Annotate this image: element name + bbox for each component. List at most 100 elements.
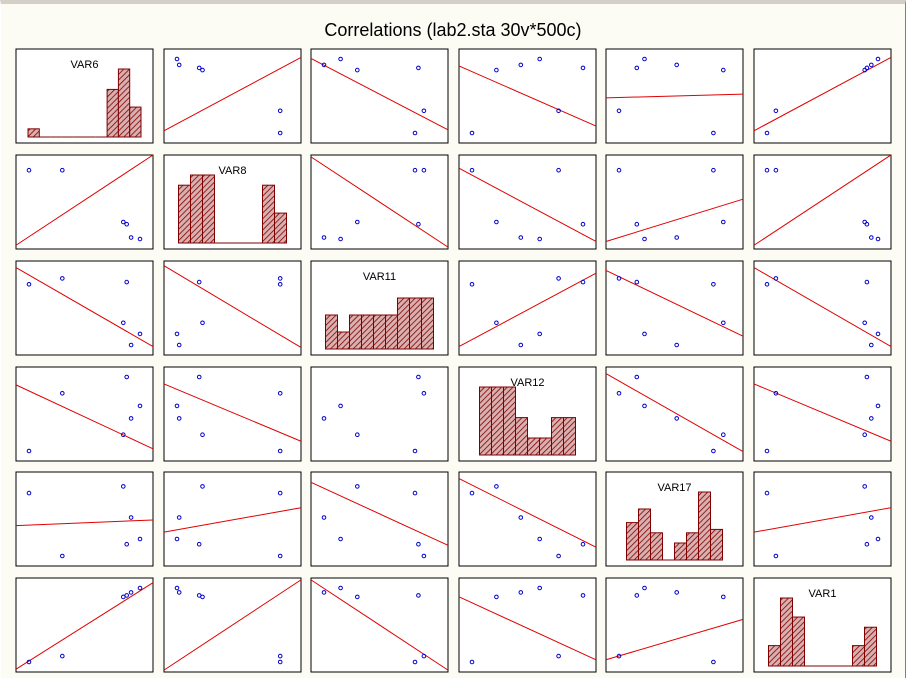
- data-point: [580, 593, 586, 598]
- data-point: [674, 590, 680, 595]
- histogram-bar: [262, 184, 275, 244]
- data-point: [421, 108, 427, 114]
- matrix-panel: VAR8: [163, 154, 302, 250]
- histogram-bar: [698, 491, 711, 561]
- matrix-panel: [163, 577, 302, 673]
- data-point: [200, 320, 205, 326]
- data-point: [338, 56, 343, 62]
- chart-title: Correlations (lab2.sta 30v*500c): [324, 20, 582, 40]
- panel-frame: [458, 577, 597, 673]
- data-point: [869, 515, 874, 520]
- regression-line: [458, 272, 597, 347]
- data-point: [721, 594, 726, 600]
- data-point: [338, 536, 343, 542]
- regression-line: [163, 579, 302, 671]
- data-point: [128, 342, 134, 348]
- histogram-bar: [479, 386, 492, 456]
- data-point: [412, 490, 418, 496]
- histogram-bar: [337, 331, 350, 350]
- data-point: [338, 403, 343, 409]
- regression-line: [605, 373, 744, 453]
- histogram-bar: [27, 128, 40, 138]
- data-point: [494, 484, 499, 489]
- data-point: [416, 221, 421, 227]
- data-point: [875, 236, 881, 242]
- data-point: [711, 659, 716, 665]
- histogram-bar: [650, 532, 663, 561]
- regression-line: [15, 384, 154, 450]
- regression-line: [310, 481, 449, 546]
- matrix-panel: [605, 154, 744, 250]
- data-point: [176, 515, 182, 520]
- panel-frame: [753, 154, 892, 250]
- data-point: [416, 593, 421, 598]
- data-point: [634, 65, 640, 71]
- data-point: [864, 374, 870, 380]
- data-point: [321, 62, 327, 68]
- histogram-bar: [385, 314, 398, 350]
- data-point: [580, 221, 586, 227]
- data-point: [875, 331, 881, 337]
- data-point: [412, 130, 418, 136]
- data-point: [721, 432, 726, 438]
- data-point: [321, 235, 327, 240]
- regression-line: [753, 267, 892, 347]
- data-point: [60, 391, 65, 396]
- variable-label: VAR6: [71, 59, 99, 71]
- regression-line: [163, 57, 302, 132]
- data-point: [616, 653, 622, 659]
- histogram-bar: [539, 437, 552, 456]
- data-point: [128, 515, 134, 520]
- data-point: [196, 65, 202, 71]
- regression-line: [605, 198, 744, 242]
- data-point: [711, 448, 716, 454]
- data-point: [60, 276, 65, 281]
- data-point: [518, 342, 524, 348]
- data-point: [721, 219, 726, 225]
- data-point: [174, 585, 180, 591]
- data-point: [412, 659, 418, 665]
- panel-frame: [15, 260, 154, 356]
- panel-frame: [753, 260, 892, 356]
- data-point: [338, 585, 343, 591]
- data-point: [128, 590, 134, 595]
- panel-frame: [458, 260, 597, 356]
- data-point: [176, 590, 182, 595]
- regression-line: [15, 267, 154, 347]
- matrix-panel: [15, 577, 154, 673]
- data-point: [137, 536, 143, 542]
- panel-frame: [15, 366, 154, 462]
- regression-line: [458, 65, 597, 127]
- data-point: [869, 235, 874, 240]
- panel-frame: [753, 366, 892, 462]
- data-point: [124, 279, 129, 285]
- panel-frame: [15, 154, 154, 250]
- data-point: [494, 594, 499, 600]
- data-point: [537, 536, 543, 542]
- data-point: [338, 236, 343, 242]
- data-point: [634, 593, 640, 598]
- regression-line: [15, 154, 154, 246]
- histogram-bar: [674, 542, 687, 561]
- panel-frame: [163, 260, 302, 356]
- data-point: [469, 490, 475, 496]
- data-point: [277, 282, 283, 287]
- data-point: [176, 342, 182, 348]
- data-point: [875, 403, 881, 409]
- histogram-bar: [563, 417, 576, 456]
- data-point: [616, 108, 622, 114]
- histogram-bar: [373, 314, 386, 350]
- matrix-panel: [310, 48, 449, 144]
- data-point: [875, 536, 881, 542]
- regression-line: [15, 519, 154, 527]
- matrix-panel: VAR6: [15, 48, 154, 144]
- data-point: [412, 167, 418, 173]
- histogram-bar: [686, 532, 699, 561]
- data-point: [556, 167, 561, 173]
- data-point: [421, 167, 427, 173]
- data-point: [174, 403, 180, 409]
- data-point: [862, 320, 868, 326]
- data-point: [124, 541, 129, 547]
- data-point: [277, 490, 283, 496]
- data-point: [869, 416, 874, 421]
